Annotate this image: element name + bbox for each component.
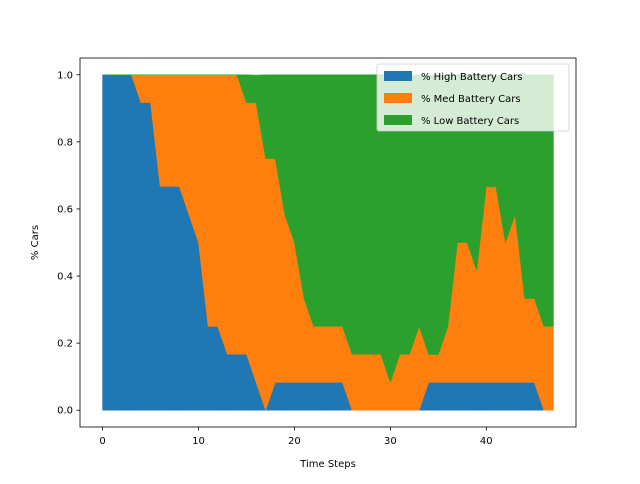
x-tick-label: 30 xyxy=(384,436,397,447)
legend-label: % Low Battery Cars xyxy=(421,116,519,127)
y-axis-label: % Cars xyxy=(30,225,41,260)
y-ticks: 0.0 0.2 0.4 0.6 0.8 1.0 xyxy=(57,70,80,417)
legend-label: % Med Battery Cars xyxy=(421,94,521,105)
y-tick-label: 0.2 xyxy=(57,339,73,350)
y-tick-label: 0.6 xyxy=(57,204,73,215)
x-ticks: 0 10 20 30 40 xyxy=(99,427,493,447)
area-series-3 xyxy=(102,74,554,384)
legend-swatch xyxy=(384,115,412,125)
x-axis-label: Time Steps xyxy=(299,459,356,470)
x-tick-label: 40 xyxy=(480,436,493,447)
legend-swatch xyxy=(384,71,412,81)
y-tick-label: 0.0 xyxy=(57,406,73,417)
legend: % High Battery Cars % Med Battery Cars % L… xyxy=(376,63,570,132)
y-tick-label: 0.4 xyxy=(57,272,73,283)
axes-frame xyxy=(79,57,577,428)
y-tick-label: 1.0 xyxy=(57,70,73,81)
legend-swatch xyxy=(384,93,412,103)
x-tick-label: 0 xyxy=(99,436,105,447)
x-tick-label: 10 xyxy=(192,436,205,447)
legend-label: % High Battery Cars xyxy=(421,72,522,83)
x-tick-label: 20 xyxy=(288,436,301,447)
areas-layer xyxy=(102,74,554,411)
legend-box xyxy=(376,63,570,132)
y-tick-label: 0.8 xyxy=(57,137,73,148)
